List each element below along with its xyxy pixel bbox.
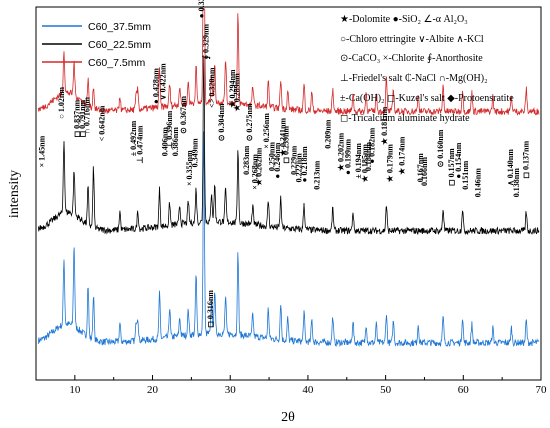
peak-annotation: ⊥ 0.474nm <box>135 125 144 163</box>
peak-annotation: ± 0.194nm <box>354 143 363 179</box>
phase-key-line: ⊙-CaCO₃ ×-Chlorite ∮-Anorthosite <box>340 53 483 64</box>
peak-annotation: 0.146nm <box>473 168 482 197</box>
peak-annotation: ● 0.199nm <box>344 139 353 175</box>
annotation-layer: ● 0.336nm∮ 0.329nm<> 0.320nm ★ 0.294nm★ 0… <box>38 0 531 328</box>
x-tick-label: 50 <box>380 384 392 396</box>
peak-annotation: < 0.642nm <box>97 105 106 141</box>
peak-annotation: 0.213nm <box>313 160 322 189</box>
peak-annotation: 0.250nm <box>268 142 277 171</box>
peak-annotation: ● 0.336nm <box>197 0 206 18</box>
series-layer <box>37 8 540 348</box>
x-tick-label: 40 <box>302 384 314 396</box>
peak-annotation: ● 0.246nm <box>273 142 282 178</box>
phase-key: ★-Dolomite ●-SiO₂ ∠-α Al₂O₃ ○-Chloro ett… <box>340 14 514 124</box>
peak-annotation: 0.229nm <box>289 145 298 174</box>
peak-annotation: ○ 1.02nm <box>57 87 66 119</box>
peak-annotation: ∩ 0.716nm <box>83 97 92 134</box>
x-axis-title: 2θ <box>281 410 295 425</box>
peak-annotation: 0.406nm <box>160 127 169 156</box>
peak-annotation: ★ 0.181nm <box>380 106 389 145</box>
peak-annotation: × 0.355nm <box>185 150 194 186</box>
peak-annotation: ★ 0.289nm <box>233 73 242 112</box>
peak-annotation: 0.167nm <box>416 153 425 182</box>
peak-annotation: ∧ 0.140nm <box>506 149 515 186</box>
phase-key-line: ★-Dolomite ●-SiO₂ ∠-α Al₂O₃ <box>340 14 468 25</box>
phase-key-line: ◻-Tricalcium aluminate hydrate <box>340 113 470 124</box>
peak-annotation: ★ 0.185nm <box>361 144 370 183</box>
peak-annotation: ◻ 0.239nm <box>282 126 291 164</box>
peak-annotation: ● 0.218nm <box>300 146 309 182</box>
x-tick-label: 70 <box>536 384 548 396</box>
peak-annotation: ∮ 0.329nm <box>201 24 210 60</box>
peak-annotation: 0.283nm <box>242 145 251 174</box>
peak-annotation: ● 0.428nm <box>152 68 161 104</box>
peak-annotation: ◻ 0.837nm <box>73 99 82 137</box>
peak-annotation: × 1.45nm <box>38 135 47 167</box>
x-tick-label: 30 <box>225 384 237 396</box>
peak-annotation: ★ 0.179nm <box>386 144 395 183</box>
peak-annotation: 0.138nm <box>512 168 521 197</box>
peak-annotation: ★ 0.262nm <box>254 147 263 186</box>
plot-frame <box>35 6 542 381</box>
peak-annotation: ⊙ 0.304nm <box>217 103 226 141</box>
peak-annotation: ± 0.492nm <box>129 120 138 156</box>
peak-annotation: 0.386nm <box>171 127 180 156</box>
peak-annotation: 0.349nm <box>191 138 200 167</box>
peak-annotation: ◻ 0.791nm <box>78 99 87 137</box>
x-tick-label: 60 <box>458 384 470 396</box>
peak-annotation: ● 0.154nm <box>454 142 463 178</box>
series-line <box>37 56 540 236</box>
peak-annotation: 0.188nm <box>364 142 373 171</box>
legend-label-37-5: C60_37.5mm <box>88 21 151 33</box>
peak-annotation: ★ 0.294nm <box>228 69 237 108</box>
legend: C60_37.5mm C60_22.5mm C60_7.5mm <box>42 21 151 69</box>
peak-annotation: 0.166nm <box>420 157 429 186</box>
x-tick-label: 20 <box>147 384 159 396</box>
peak-annotation: <> 0.320nm <box>208 67 217 108</box>
phase-key-line: ○-Chloro ettringite ∨-Albite ∧-KCl <box>340 34 484 45</box>
peak-annotation: ⊙ 0.367nm <box>179 96 188 134</box>
legend-label-7-5: C60_7.5mm <box>88 57 145 69</box>
peak-annotation: ◻ 0.137nm <box>522 140 531 178</box>
phase-key-line: ⊥-Friedel's salt ₵-NaCl ∩-Mg(OH)₂ <box>340 73 488 84</box>
peak-annotation: ∨ 0.422nm <box>159 63 168 100</box>
peak-annotation: ● 0.182nm <box>368 127 377 163</box>
x-tick-layer: 10 20 30 40 50 60 70 <box>35 375 548 396</box>
peak-annotation: ⊙ 0.275nm <box>245 103 254 141</box>
peak-annotation: ★ 0.202nm <box>337 132 346 171</box>
peak-annotation: ★ 0.241nm <box>278 118 287 157</box>
peak-annotation: ◻ 0.316nm <box>206 290 215 328</box>
peak-annotation: ⊙ 0.160nm <box>436 129 445 167</box>
peak-annotation: × 0.268nm <box>250 154 259 190</box>
series-line <box>37 8 540 117</box>
peak-annotation: 0.151nm <box>461 160 470 189</box>
series-line <box>37 131 540 348</box>
legend-label-22-5: C60_22.5mm <box>88 39 151 51</box>
peak-annotation: ◻ 0.157nm <box>447 148 456 186</box>
peak-annotation: ★ 0.174nm <box>397 136 406 175</box>
peak-annotation: ⊥ 0.396nm <box>165 110 174 148</box>
phase-key-line: ±-Ca(OH)₂ ◻-Kuzel's salt ◆-Protoensratit… <box>340 93 514 104</box>
peak-annotation: 0.209nm <box>323 119 332 148</box>
y-axis-title: intensity <box>7 170 22 218</box>
peak-annotation: × 0.256nm <box>262 113 271 149</box>
peak-annotation: 0.222nm <box>295 153 304 182</box>
x-tick-label: 10 <box>69 384 81 396</box>
